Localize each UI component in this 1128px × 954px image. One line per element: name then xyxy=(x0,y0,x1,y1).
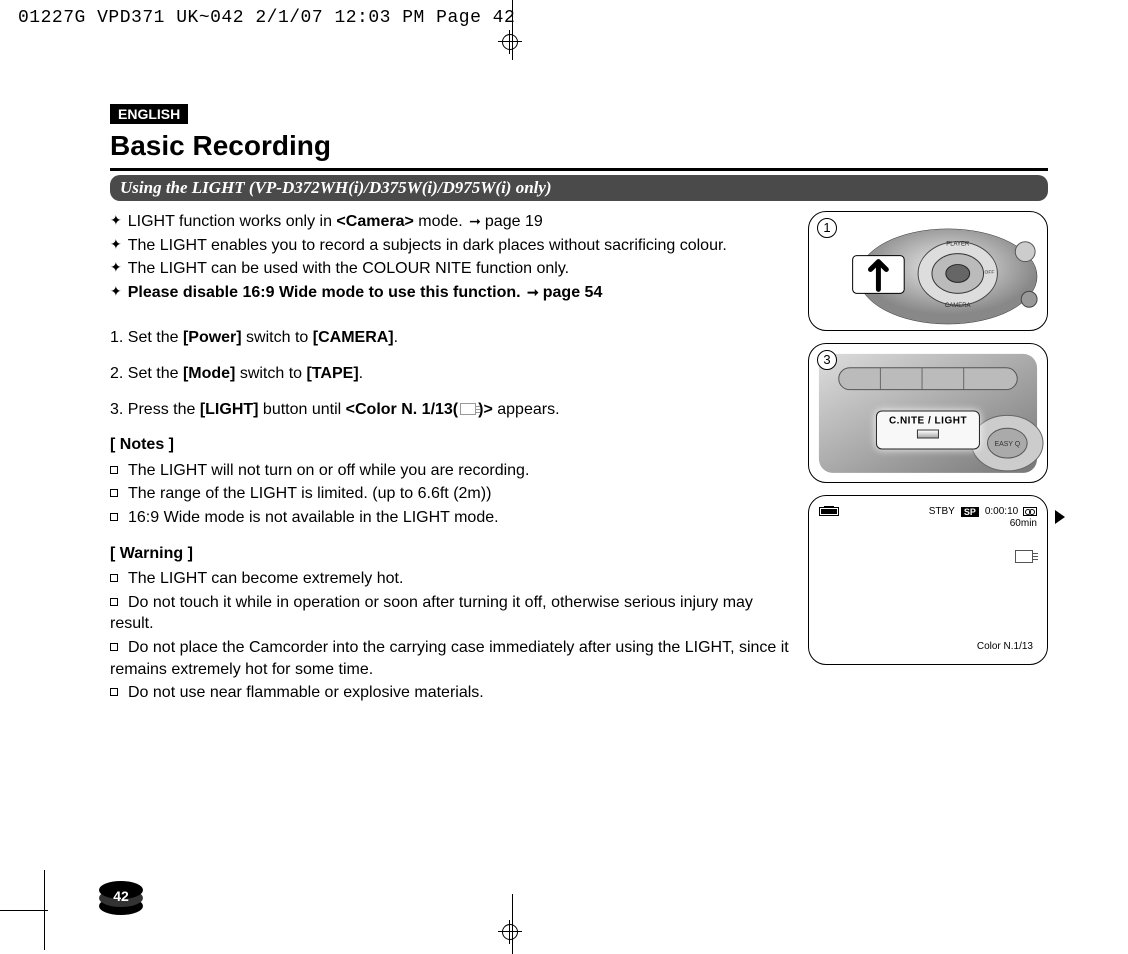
figures-column: 1 PLAYER xyxy=(808,211,1048,706)
intro-bold: <Camera> xyxy=(336,213,413,230)
cnite-label: C.NITE / LIGHT xyxy=(889,415,967,426)
registration-mark-top xyxy=(498,30,522,54)
warning-item: The LIGHT can become extremely hot. xyxy=(128,570,403,587)
svg-text:EASY Q: EASY Q xyxy=(994,441,1020,448)
section-subtitle: Using the LIGHT (VP-D372WH(i)/D375W(i)/D… xyxy=(110,175,1048,201)
page-content: ENGLISH Basic Recording Using the LIGHT … xyxy=(110,104,1048,706)
lcd-sp-badge: SP xyxy=(961,507,979,517)
lcd-time: 0:00:10 xyxy=(985,506,1018,517)
print-header: 01227G VPD371 UK~042 2/1/07 12:03 PM Pag… xyxy=(18,8,515,28)
figure-number: 3 xyxy=(817,350,837,370)
note-item: 16:9 Wide mode is not available in the L… xyxy=(128,509,499,526)
figure-number: 1 xyxy=(817,218,837,238)
svg-text:CAMERA: CAMERA xyxy=(945,303,970,309)
light-icon xyxy=(460,403,476,415)
intro-line: The LIGHT can be used with the COLOUR NI… xyxy=(128,260,569,277)
figure-1: 1 PLAYER xyxy=(808,211,1048,331)
lcd-color-mode: Color N.1/13 xyxy=(977,641,1033,652)
page-number-badge: 42 xyxy=(98,876,144,916)
play-triangle-icon xyxy=(1055,510,1065,524)
lcd-screen: STBY SP 0:00:10 60min Color N.1/13 xyxy=(808,495,1048,665)
figure-3: 3 EASY Q xyxy=(808,343,1048,483)
text-column: LIGHT function works only in <Camera> mo… xyxy=(110,211,808,706)
crop-mark xyxy=(0,910,48,911)
lcd-remain: 60min xyxy=(819,518,1037,529)
warning-heading: [ Warning ] xyxy=(110,543,792,565)
intro-line: LIGHT function works only in xyxy=(128,213,337,230)
intro-bullets: LIGHT function works only in <Camera> mo… xyxy=(110,211,792,303)
note-item: The range of the LIGHT is limited. (up t… xyxy=(128,485,491,502)
crop-mark xyxy=(44,870,45,950)
intro-line-bold: Please disable 16:9 Wide mode to use thi… xyxy=(128,284,525,301)
lcd-light-icon xyxy=(1015,550,1033,563)
svg-text:PLAYER: PLAYER xyxy=(946,242,970,248)
tape-icon xyxy=(1023,507,1037,516)
svg-text:OFF: OFF xyxy=(985,269,995,275)
warning-item: Do not place the Camcorder into the carr… xyxy=(110,639,789,678)
notes-list: The LIGHT will not turn on or off while … xyxy=(110,460,792,529)
title-rule xyxy=(110,168,1048,171)
power-switch-illustration: PLAYER OFF CAMERA xyxy=(809,212,1047,331)
page-title: Basic Recording xyxy=(110,130,1048,162)
note-item: The LIGHT will not turn on or off while … xyxy=(128,462,529,479)
steps: 1. Set the [Power] switch to [CAMERA]. 2… xyxy=(110,327,792,420)
intro-line: The LIGHT enables you to record a subjec… xyxy=(128,237,727,254)
battery-icon xyxy=(819,507,839,516)
language-badge: ENGLISH xyxy=(110,104,188,124)
lcd-stby: STBY xyxy=(929,506,955,517)
warnings-list: The LIGHT can become extremely hot. Do n… xyxy=(110,568,792,704)
registration-mark-bottom xyxy=(498,920,522,944)
cnite-light-button: C.NITE / LIGHT xyxy=(876,410,980,449)
notes-heading: [ Notes ] xyxy=(110,434,792,456)
page-number: 42 xyxy=(98,876,144,916)
warning-item: Do not touch it while in operation or so… xyxy=(110,594,753,633)
warning-item: Do not use near flammable or explosive m… xyxy=(128,684,484,701)
